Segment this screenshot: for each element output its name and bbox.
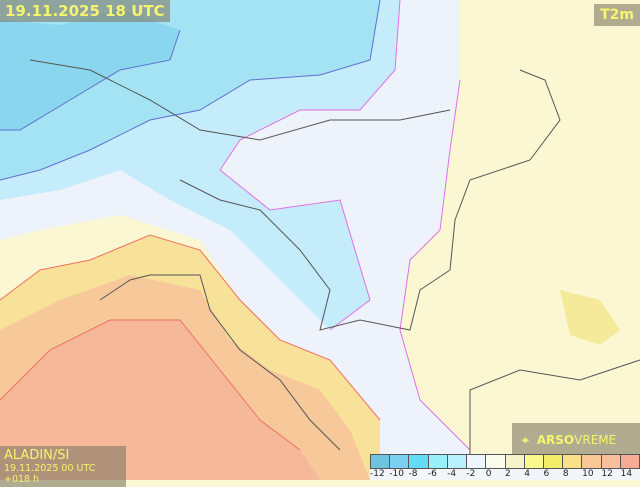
legend-tick: -10 bbox=[389, 469, 404, 479]
legend-swatch bbox=[601, 455, 621, 468]
legend-tick: 10 bbox=[582, 469, 594, 479]
legend-swatch bbox=[486, 455, 506, 468]
zone-east-6 bbox=[560, 290, 620, 345]
arso-logo[interactable]: ⌖ ARSOVREME bbox=[512, 423, 640, 457]
legend-tick: 8 bbox=[562, 469, 569, 479]
legend-swatch bbox=[428, 455, 448, 468]
model-name: ALADIN/SI bbox=[4, 448, 70, 463]
color-legend: -12 -10 -8 -6 -4 -2 0 2 4 6 8 10 12 14 bbox=[370, 454, 640, 480]
legend-swatches bbox=[370, 454, 640, 469]
legend-swatch bbox=[467, 455, 487, 468]
satellite-icon: ⌖ bbox=[522, 432, 529, 447]
legend-tick: 0 bbox=[485, 469, 492, 479]
model-info: ALADIN/SI 19.11.2025 00 UTC +018 h bbox=[0, 446, 126, 487]
zone-sea-12 bbox=[0, 320, 320, 480]
legend-swatch bbox=[543, 455, 564, 468]
legend-tick: 14 bbox=[620, 469, 633, 479]
legend-swatch bbox=[524, 455, 544, 468]
legend-tick: 12 bbox=[601, 469, 613, 479]
legend-tick: -12 bbox=[370, 469, 385, 479]
legend-tick: -2 bbox=[466, 469, 476, 479]
model-run: 19.11.2025 00 UTC +018 h bbox=[4, 463, 96, 485]
legend-tick: -6 bbox=[427, 469, 437, 479]
legend-swatch bbox=[371, 455, 391, 468]
brand-light: VREME bbox=[574, 433, 617, 447]
legend-swatch bbox=[582, 455, 602, 468]
legend-swatch bbox=[447, 455, 468, 468]
brand-bold: ARSO bbox=[536, 433, 575, 447]
legend-tick: -8 bbox=[408, 469, 418, 479]
legend-swatch bbox=[563, 455, 583, 468]
legend-swatch bbox=[505, 455, 525, 468]
legend-swatch bbox=[620, 455, 640, 468]
variable-label: T2m bbox=[594, 4, 640, 26]
legend-tick: 2 bbox=[504, 469, 511, 479]
legend-swatch bbox=[409, 455, 429, 468]
legend-tick: -4 bbox=[447, 469, 457, 479]
forecast-time-label: 19.11.2025 18 UTC bbox=[0, 0, 170, 22]
legend-tick: 6 bbox=[543, 469, 550, 479]
legend-ticks: -12 -10 -8 -6 -4 -2 0 2 4 6 8 10 12 14 bbox=[370, 469, 640, 479]
legend-tick: 4 bbox=[524, 469, 530, 479]
legend-swatch bbox=[390, 455, 410, 468]
